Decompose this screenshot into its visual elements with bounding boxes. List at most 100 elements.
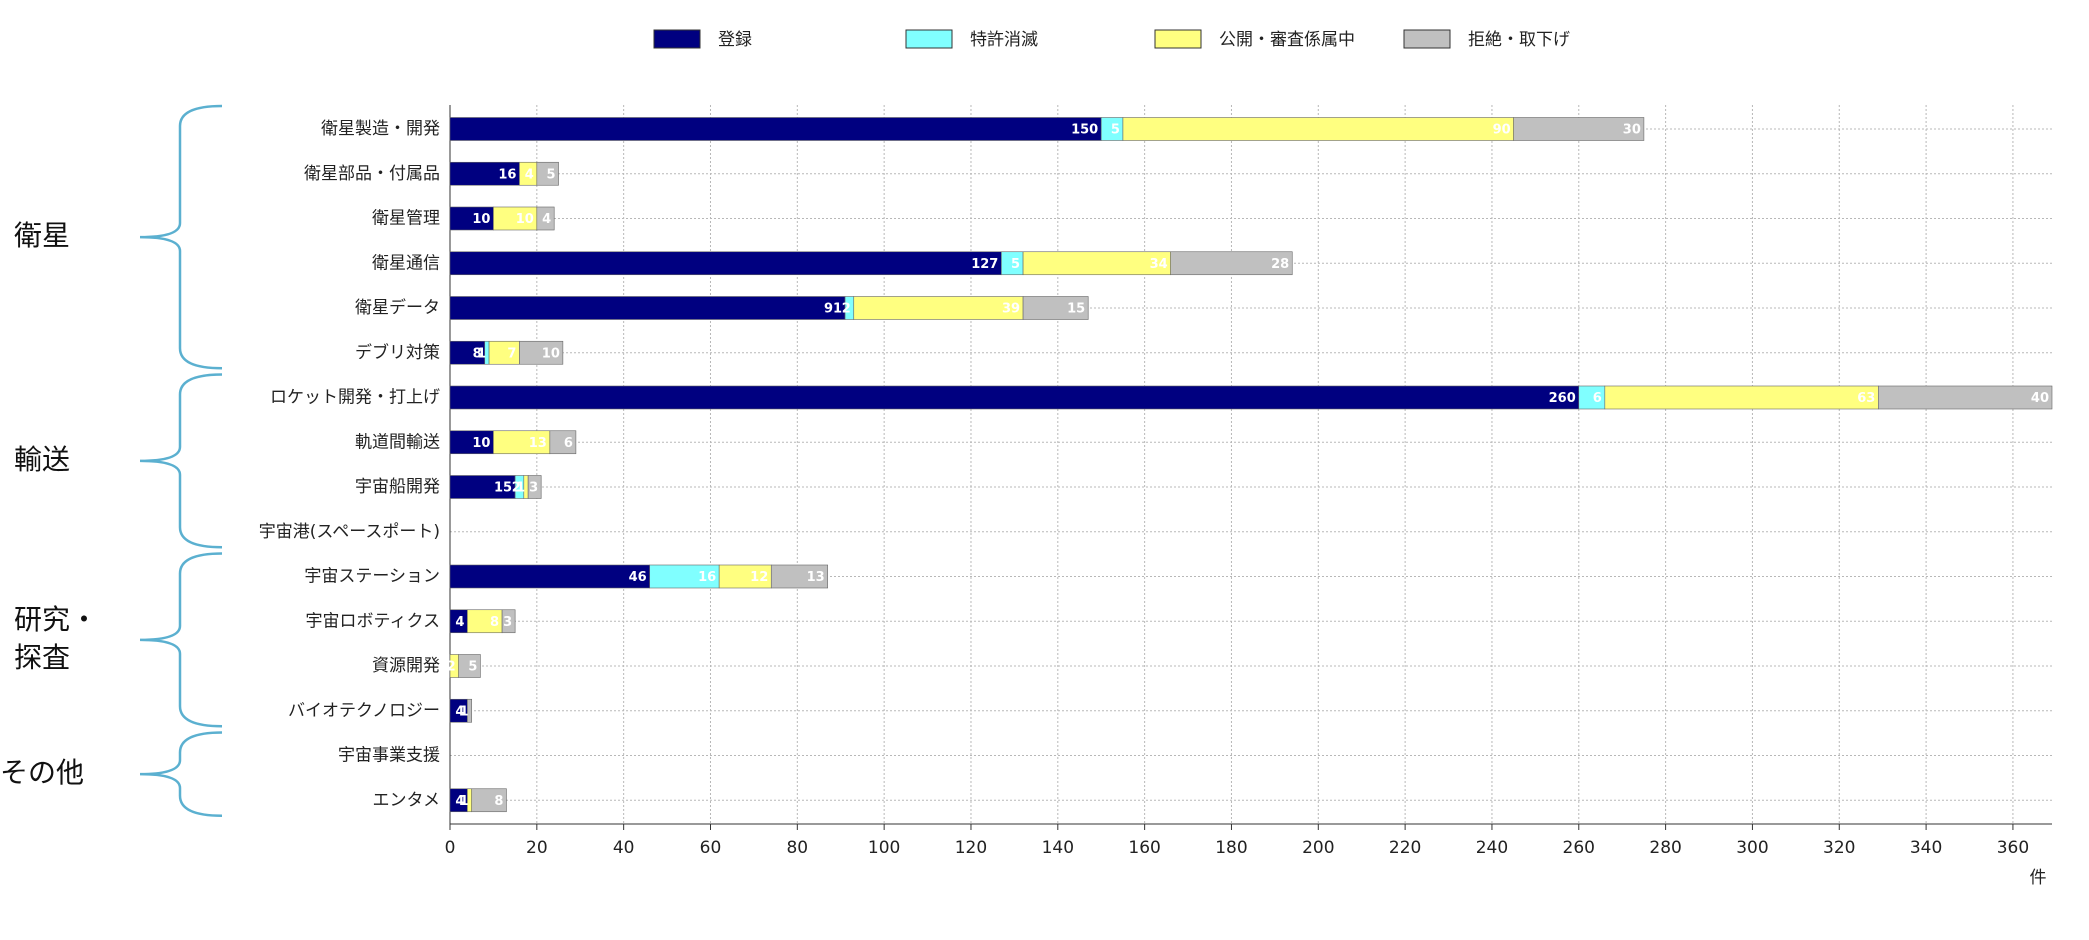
legend-swatch [1403, 29, 1451, 49]
data-label: 39 [1002, 302, 1020, 317]
legend-swatch [905, 29, 953, 49]
x-tick-label: 260 [1563, 838, 1595, 858]
data-label: 5 [468, 660, 477, 675]
bar-segment [527, 475, 542, 499]
data-label: 15 [1067, 302, 1085, 317]
x-tick-label: 80 [786, 838, 808, 858]
group-label: 衛星 [14, 219, 70, 252]
bar-segment [770, 564, 829, 589]
y-tick-label: 宇宙ロボティクス [306, 611, 440, 631]
legend-swatch [1154, 29, 1202, 49]
x-tick-label: 120 [955, 838, 987, 858]
x-tick-label: 40 [613, 838, 635, 858]
bar-segment [853, 296, 1024, 320]
data-label: 4 [455, 704, 464, 719]
y-tick-label: 軌道間輸送 [355, 432, 440, 452]
y-tick-label: 衛星部品・付属品 [304, 164, 440, 184]
bar-segment [501, 609, 516, 634]
bar-segment [1878, 385, 2053, 410]
data-label: 4 [455, 615, 464, 630]
y-tick-label: 衛星製造・開発 [321, 119, 440, 139]
bar-segment [449, 296, 846, 320]
data-label: 2 [447, 660, 456, 675]
data-label: 4 [525, 167, 534, 182]
data-label: 16 [698, 570, 716, 585]
x-tick-label: 300 [1736, 838, 1768, 858]
x-tick-label: 60 [700, 838, 722, 858]
legend-swatch [653, 29, 701, 49]
data-label: 12 [750, 570, 768, 585]
x-tick-label: 220 [1389, 838, 1421, 858]
data-label: 2 [512, 481, 521, 496]
x-tick-label: 340 [1910, 838, 1942, 858]
y-tick-label: デブリ対策 [355, 342, 440, 363]
bar-segment [536, 161, 559, 186]
data-label: 4 [542, 212, 551, 227]
y-tick-label: 衛星通信 [372, 253, 440, 273]
y-tick-label: 宇宙ステーション [304, 567, 440, 587]
data-label: 10 [542, 346, 560, 361]
group-label: その他 [0, 756, 84, 789]
data-label: 4 [455, 794, 464, 809]
x-tick-label: 280 [1649, 838, 1681, 858]
data-label: 34 [1150, 257, 1168, 272]
bar-segment [519, 340, 564, 365]
group-bracket [139, 552, 223, 728]
y-tick-label: 宇宙船開発 [355, 477, 440, 497]
data-label: 150 [1071, 123, 1098, 138]
y-tick-label: 衛星データ [355, 297, 440, 318]
data-label: 5 [546, 167, 555, 182]
legend-label: 公開・審査係属中 [1219, 30, 1355, 50]
y-tick-label: 資源開発 [372, 656, 440, 676]
data-label: 3 [503, 615, 512, 630]
x-tick-label: 320 [1823, 838, 1855, 858]
y-tick-label: 衛星管理 [372, 209, 440, 229]
data-label: 2 [842, 302, 851, 317]
data-label: 6 [1593, 391, 1602, 406]
data-label: 91 [824, 302, 842, 317]
bar-segment [1022, 251, 1171, 276]
data-label: 10 [516, 212, 534, 227]
data-label: 1 [460, 794, 469, 809]
group-bracket [139, 104, 223, 370]
data-label: 8 [473, 346, 482, 361]
legend-label: 登録 [718, 30, 752, 50]
group-bracket [139, 373, 223, 549]
bar-segment [471, 788, 507, 813]
x-tick-label: 160 [1128, 838, 1160, 858]
x-tick-label: 140 [1042, 838, 1074, 858]
group-label: 研究・ [14, 603, 98, 636]
data-label: 7 [507, 346, 516, 361]
x-tick-label: 200 [1302, 838, 1334, 858]
data-label: 6 [564, 436, 573, 451]
bar-segment [536, 206, 555, 231]
data-label: 10 [472, 436, 490, 451]
data-label: 15 [494, 481, 512, 496]
bar-segment [549, 430, 577, 455]
bar-segment [1604, 385, 1879, 410]
data-label: 3 [529, 481, 538, 496]
data-label: 127 [971, 257, 998, 272]
data-label: 28 [1271, 257, 1289, 272]
bar-segment [458, 654, 481, 678]
data-label: 16 [498, 167, 516, 182]
y-tick-label: 宇宙事業支援 [338, 746, 440, 766]
x-tick-label: 240 [1476, 838, 1508, 858]
data-label: 40 [2031, 391, 2049, 406]
bar-segment [467, 698, 473, 723]
x-tick-label: 180 [1215, 838, 1247, 858]
data-label: 90 [1493, 123, 1511, 138]
data-label: 63 [1857, 391, 1875, 406]
data-label: 8 [494, 794, 503, 809]
y-tick-label: エンタメ [373, 790, 441, 810]
data-label: 1 [460, 704, 469, 719]
bar-segment [449, 251, 1002, 276]
bar-segment [1170, 251, 1293, 276]
x-tick-label: 20 [526, 838, 548, 858]
data-label: 1 [516, 481, 525, 496]
data-label: 10 [472, 212, 490, 227]
data-label: 260 [1549, 391, 1576, 406]
x-tick-label: 100 [868, 838, 900, 858]
x-tick-label: 360 [1997, 838, 2029, 858]
